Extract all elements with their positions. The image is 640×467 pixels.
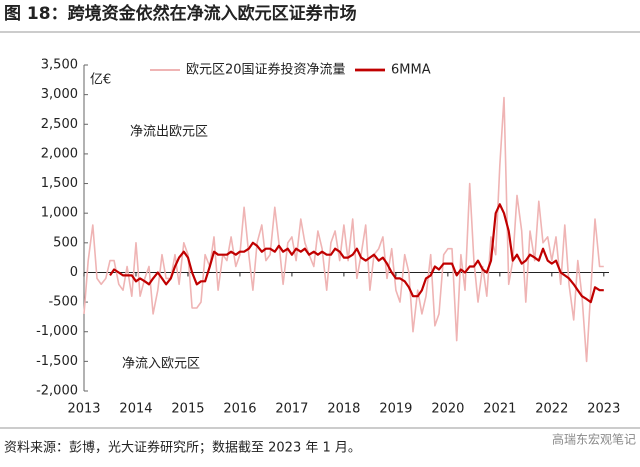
y-tick-label: -500 [48, 295, 78, 310]
x-tick-label: 2022 [535, 402, 568, 417]
y-tick-label: 1,500 [41, 176, 78, 191]
x-tick-label: 2019 [379, 402, 412, 417]
y-tick-label: 2,500 [41, 117, 78, 132]
source: 资料来源：彭博，光大证券研究所；数据截至 2023 年 1 月。 [4, 440, 361, 456]
y-tick-label: 0 [70, 265, 78, 280]
x-tick-label: 2015 [171, 402, 204, 417]
x-tick-label: 2023 [587, 402, 620, 417]
y-tick-label: 1,000 [41, 206, 78, 221]
x-tick-label: 2016 [223, 402, 256, 417]
y-tick-label: -1,500 [36, 354, 78, 369]
y-tick-label: 2,000 [41, 146, 78, 161]
y-tick-label: 3,500 [41, 58, 78, 73]
legend-label: 6MMA [391, 63, 431, 78]
y-tick-label: -2,000 [36, 384, 78, 399]
x-tick-label: 2020 [431, 402, 464, 417]
x-tick-label: 2018 [327, 402, 360, 417]
x-tick-label: 2021 [483, 402, 516, 417]
y-tick-label: 500 [53, 235, 78, 250]
x-tick-label: 2013 [67, 402, 100, 417]
watermark: 高瑞东宏观笔记 [552, 432, 636, 447]
x-tick-label: 2014 [119, 402, 152, 417]
chart-title: 图 18：跨境资金依然在净流入欧元区证券市场 [4, 3, 357, 24]
legend-label: 欧元区20国证券投资净流量 [186, 62, 346, 78]
annotation: 净流入欧元区 [122, 357, 200, 372]
x-tick-label: 2017 [275, 402, 308, 417]
annotation: 净流出欧元区 [130, 125, 208, 140]
y-tick-label: 3,000 [41, 87, 78, 102]
series-line [109, 203, 604, 304]
y-unit: 亿€ [90, 73, 111, 88]
y-tick-label: -1,000 [36, 324, 78, 339]
